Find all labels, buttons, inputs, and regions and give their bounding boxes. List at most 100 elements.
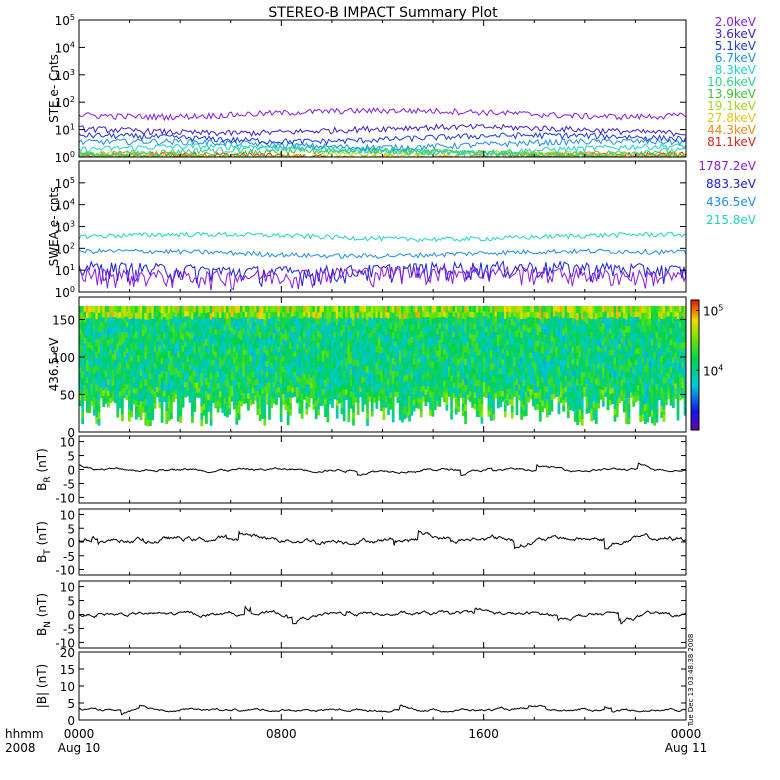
heatmap-cell xyxy=(447,371,451,377)
heatmap-cell xyxy=(333,383,337,389)
heatmap-cell xyxy=(389,334,393,341)
heatmap-cell xyxy=(627,332,631,340)
heatmap-cell xyxy=(373,354,376,360)
heatmap-cell xyxy=(380,387,383,394)
heatmap-cell xyxy=(580,405,584,413)
heatmap-cell xyxy=(338,360,341,366)
heatmap-cell xyxy=(415,311,418,318)
heatmap-cell xyxy=(646,402,650,410)
heatmap-cell xyxy=(548,396,551,403)
heatmap-cell xyxy=(352,372,355,380)
heatmap-cell xyxy=(326,415,330,423)
heatmap-cell xyxy=(321,339,325,345)
heatmap-cell xyxy=(545,398,549,406)
heatmap-cell xyxy=(165,306,169,313)
heatmap-cell xyxy=(464,319,467,326)
heatmap-cell xyxy=(522,318,526,325)
heatmap-cell xyxy=(172,359,176,365)
heatmap-cell xyxy=(340,389,344,397)
heatmap-cell xyxy=(139,362,143,370)
heatmap-cell xyxy=(412,358,416,365)
heatmap-cell xyxy=(324,361,327,368)
heatmap-cell xyxy=(81,410,85,418)
heatmap-cell xyxy=(177,306,180,313)
heatmap-cell xyxy=(466,363,470,369)
heatmap-cell xyxy=(277,341,281,347)
heatmap-cell xyxy=(676,312,680,319)
heatmap-cell xyxy=(601,317,605,324)
heatmap-cell xyxy=(177,408,180,416)
heatmap-cell xyxy=(186,351,190,357)
heatmap-cell xyxy=(384,317,388,324)
heatmap-cell xyxy=(454,372,458,379)
heatmap-cell xyxy=(487,330,491,337)
colorbar-cell xyxy=(691,378,699,381)
heatmap-cell xyxy=(219,391,222,398)
heatmap-cell xyxy=(657,394,661,400)
heatmap-cell xyxy=(242,311,246,318)
heatmap-cell xyxy=(643,364,647,372)
heatmap-cell xyxy=(228,372,232,379)
heatmap-cell xyxy=(107,373,110,380)
heatmap-cell xyxy=(578,383,582,390)
heatmap-cell xyxy=(370,410,374,417)
heatmap-cell xyxy=(468,396,472,402)
heatmap-cell xyxy=(363,366,367,372)
heatmap-cell xyxy=(562,323,565,330)
heatmap-cell xyxy=(681,362,685,368)
heatmap-cell xyxy=(639,344,643,352)
heatmap-cell xyxy=(335,405,339,413)
heatmap-cell xyxy=(240,383,243,390)
heatmap-cell xyxy=(538,357,542,364)
heatmap-cell xyxy=(81,358,85,366)
heatmap-cell xyxy=(510,411,514,419)
heatmap-cell xyxy=(116,380,120,387)
heatmap-cell xyxy=(429,312,432,319)
heatmap-cell xyxy=(230,321,234,328)
heatmap-cell xyxy=(223,336,227,343)
heatmap-cell xyxy=(524,403,528,411)
heatmap-cell xyxy=(251,376,255,383)
heatmap-cell xyxy=(191,403,194,410)
heatmap-cell xyxy=(606,323,610,330)
heatmap-cell xyxy=(410,384,414,392)
heatmap-cell xyxy=(319,361,323,368)
heatmap-cell xyxy=(443,311,446,317)
heatmap-cell xyxy=(188,343,192,350)
heatmap-cell xyxy=(391,389,395,397)
heatmap-cell xyxy=(270,396,274,403)
heatmap-cell xyxy=(95,338,99,346)
heatmap-cell xyxy=(163,353,166,360)
heatmap-cell xyxy=(664,306,668,312)
heatmap-cell xyxy=(620,390,624,396)
heatmap-cell xyxy=(410,409,414,416)
heatmap-cell xyxy=(522,367,526,374)
heatmap-cell xyxy=(520,387,523,395)
heatmap-cell xyxy=(282,317,285,323)
heatmap-cell xyxy=(445,363,449,371)
heatmap-cell xyxy=(601,400,605,407)
heatmap-cell xyxy=(571,311,575,318)
heatmap-cell xyxy=(433,398,437,405)
heatmap-cell xyxy=(144,405,148,413)
heatmap-cell xyxy=(268,362,271,370)
colorbar-cell xyxy=(691,427,699,431)
heatmap-cell xyxy=(167,337,171,345)
heatmap-cell xyxy=(270,322,274,329)
heatmap-cell xyxy=(123,336,127,343)
heatmap-cell xyxy=(380,370,383,377)
heatmap-cell xyxy=(284,357,288,364)
heatmap-cell xyxy=(193,358,197,365)
heatmap-cell xyxy=(172,332,176,339)
heatmap-cell xyxy=(384,379,388,386)
heatmap-cell xyxy=(370,397,374,405)
heatmap-cell xyxy=(403,331,407,338)
heatmap-cell xyxy=(559,343,563,350)
heatmap-cell xyxy=(205,384,208,392)
heatmap-cell xyxy=(335,343,339,350)
heatmap-cell xyxy=(548,354,551,361)
heatmap-cell xyxy=(382,312,386,319)
heatmap-cell xyxy=(279,363,283,371)
heatmap-cell xyxy=(230,343,234,349)
heatmap-cell xyxy=(415,351,418,358)
